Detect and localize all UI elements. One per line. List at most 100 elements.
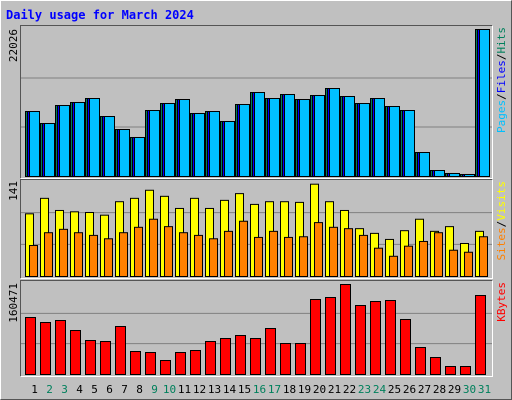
legend-entry: Pages <box>495 100 508 133</box>
bar <box>29 111 40 177</box>
x-tick-label: 28 <box>433 383 446 396</box>
legend-entry: Files <box>495 60 508 93</box>
x-tick-label: 5 <box>91 383 98 396</box>
bar <box>115 326 126 375</box>
bar <box>119 232 128 277</box>
legend: KBytes <box>495 282 508 322</box>
bar <box>29 245 38 278</box>
x-tick-label: 13 <box>208 383 221 396</box>
bar <box>239 220 248 277</box>
bar <box>404 110 415 177</box>
x-tick-label: 21 <box>328 383 341 396</box>
bar <box>74 101 85 177</box>
bar <box>55 320 66 375</box>
bar <box>449 172 460 178</box>
bar <box>59 228 68 278</box>
bar <box>299 99 310 177</box>
bar <box>359 103 370 177</box>
bar <box>119 129 130 178</box>
legend: Pages/Files/Hits <box>495 27 508 133</box>
bar <box>344 228 353 277</box>
bar <box>250 338 261 375</box>
bar <box>179 99 190 177</box>
bar <box>104 238 113 277</box>
x-tick-label: 2 <box>46 383 53 396</box>
x-tick-label: 22 <box>343 383 356 396</box>
panel-frame <box>20 179 493 279</box>
bar <box>194 234 203 277</box>
x-tick-label: 15 <box>238 383 251 396</box>
bar <box>224 230 233 277</box>
legend-separator: / <box>495 93 508 100</box>
bar <box>220 338 231 375</box>
bar <box>299 236 308 278</box>
bar <box>400 319 411 375</box>
x-tick-label: 16 <box>253 383 266 396</box>
bar <box>370 301 381 376</box>
bar <box>269 98 280 177</box>
panel-frame <box>20 280 493 377</box>
x-tick-label: 10 <box>163 383 176 396</box>
x-tick-label: 30 <box>463 383 476 396</box>
x-tick-label: 23 <box>358 383 371 396</box>
x-tick-label: 25 <box>388 383 401 396</box>
bar <box>269 230 278 277</box>
bar <box>325 297 336 375</box>
bar <box>419 152 430 178</box>
bar <box>284 236 293 277</box>
chart-title: Daily usage for March 2024 <box>6 8 194 22</box>
bar <box>479 236 488 278</box>
x-tick-label: 26 <box>403 383 416 396</box>
x-tick-label: 29 <box>448 383 461 396</box>
bar <box>205 341 216 375</box>
bar <box>209 238 218 277</box>
bar <box>224 121 235 177</box>
x-tick-label: 3 <box>61 383 68 396</box>
x-tick-label: 8 <box>136 383 143 396</box>
bar <box>254 236 263 277</box>
y-tick-label: 160471 <box>7 283 20 323</box>
legend: Sites/Visits <box>495 181 508 261</box>
panel-frame <box>20 25 493 179</box>
bar <box>280 343 291 376</box>
x-tick-label: 11 <box>178 383 191 396</box>
bar <box>434 170 445 178</box>
bar <box>445 366 456 375</box>
y-tick-label: 141 <box>7 181 20 201</box>
x-tick-label: 12 <box>193 383 206 396</box>
bar <box>89 98 100 177</box>
bar <box>190 350 201 375</box>
bar <box>100 341 111 375</box>
bar <box>329 88 340 177</box>
bar <box>374 98 385 177</box>
bar <box>389 106 400 177</box>
bar <box>415 347 426 375</box>
bar <box>314 94 325 177</box>
bar <box>404 245 413 277</box>
bar <box>475 295 486 375</box>
bar <box>164 103 175 177</box>
x-tick-label: 14 <box>223 383 237 396</box>
bar <box>460 366 471 375</box>
bar <box>464 173 475 177</box>
bar <box>434 232 443 277</box>
bar <box>74 232 83 277</box>
y-tick-label: 22026 <box>7 29 20 62</box>
bar <box>239 104 250 177</box>
panel-frame <box>20 179 493 279</box>
bar <box>149 110 160 177</box>
bar <box>355 305 366 375</box>
bar <box>344 95 355 177</box>
bar <box>164 226 173 277</box>
x-tick-label: 18 <box>283 383 296 396</box>
bar <box>44 123 55 177</box>
bar <box>385 300 396 376</box>
bar <box>85 340 96 376</box>
bar <box>430 357 441 376</box>
bar <box>134 136 145 177</box>
legend-separator: / <box>495 221 508 228</box>
bar <box>104 116 115 178</box>
legend-entry: Hits <box>495 27 508 54</box>
bar <box>359 234 368 277</box>
